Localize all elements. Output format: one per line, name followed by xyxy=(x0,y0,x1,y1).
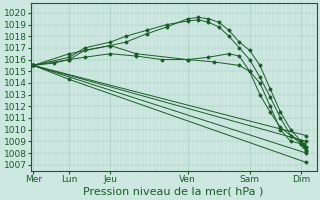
X-axis label: Pression niveau de la mer( hPa ): Pression niveau de la mer( hPa ) xyxy=(84,187,264,197)
